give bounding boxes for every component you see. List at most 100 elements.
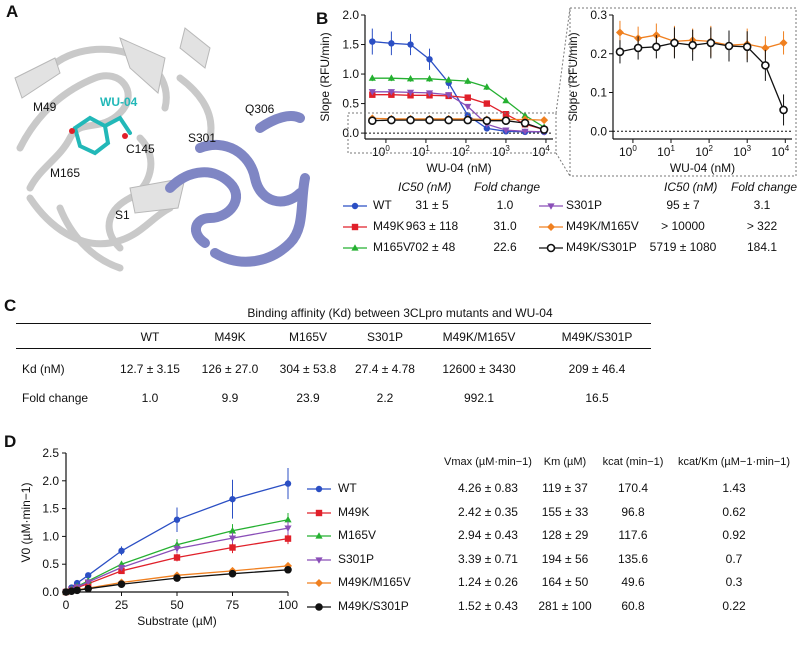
b-right-xtick-label: 104 [771,144,789,159]
b-left-point-m49k-s301p [406,115,415,125]
b-legend-fold-m49k-m165v: > 322 [746,219,778,233]
c-cell: 992.1 [463,391,495,405]
b-left-point-m49k [502,111,510,118]
d-point-m49k-s301p [73,586,81,595]
d-cell-km: 164 ± 50 [541,575,589,589]
c-col-header-wt: WT [140,330,160,344]
b-right-point-m49k-s301p [761,61,770,70]
b-left-point-m49k-s301p [425,115,434,125]
c-col-header-m165v: M165V [288,330,328,344]
d-point-m49k-s301p [284,565,292,574]
b-legend-ic50-s301p: 95 ± 7 [666,198,700,212]
d-point-wt [85,572,92,579]
d-col-header: kcat (min−1) [602,456,664,468]
b-legend-ic50-header-right: IC50 (nM) [664,180,718,194]
b-legend-ic50-m49k-m165v: > 10000 [661,219,705,233]
b-left-point-m165v [387,74,395,81]
b-right-line-m49k-s301p [619,42,785,111]
d-legend-marker-m165v [307,532,331,539]
b-right-point-m49k-s301p [779,105,788,115]
b-legend-name-m49k: M49K [373,219,405,233]
b-left-ytick-label: 1.0 [342,67,359,81]
b-left-line-m165v [372,77,545,128]
b-left-point-m49k [464,94,471,101]
d-cell-kcat: 117.6 [618,528,648,542]
residue-label-c145: C145 [126,142,155,156]
b-legend-ic50-m165v: 702 ± 48 [408,240,456,254]
b-left-point-s301p [387,89,395,96]
d-point-m49k-s301p [117,580,126,589]
b-legend-name-m49k-s301p: M49K/S301P [566,240,637,254]
d-point-m49k-s301p [173,574,181,582]
d-legend-marker-m49k-m165v [307,579,331,587]
b-left-xtick-label: 103 [492,144,510,159]
b-left-point-m49k-m165v [540,116,549,125]
d-xtick-label: 0 [63,598,70,612]
panel-label-c: C [4,296,17,315]
b-right-point-m49k-s301p [742,42,752,52]
b-left-line-m49k-m165v [372,117,545,121]
b-right-xtick-label: 103 [733,144,751,159]
b-legend-name-s301p: S301P [566,198,603,212]
d-point-m49k [284,535,292,542]
d-point-m49k-s301p [84,584,92,593]
c-cell: 209 ± 46.4 [568,362,626,376]
d-col-header: Km (µM) [543,456,587,468]
b-left-point-s301p [445,92,453,99]
d-point-m165v [228,527,237,534]
b-left-xtick-label: 101 [412,144,430,159]
b-right-point-m49k-s301p [652,42,661,52]
d-legend-marker-m49k-s301p [307,602,331,611]
d-col-header: kcat/Km (µM−1·min−1) [677,456,791,468]
b-left-point-m49k-s301p [520,118,530,128]
residue-label-q306: Q306 [245,102,275,116]
d-legend-marker-s301p [307,556,331,564]
residue-label-m49: M49 [33,100,57,114]
d-point-s301p [84,579,92,586]
b-legend-fold-header-right: Fold change [731,180,798,194]
c-col-header-m49k-s301p: M49K/S301P [561,330,633,344]
c-cell: 27.4 ± 4.78 [355,362,415,376]
d-row-name: WT [338,481,357,495]
b-legend-fold-header-left: Fold change [474,180,541,194]
d-point-s301p [284,525,292,532]
b-legend-name-m49k-m165v: M49K/M165V [566,219,639,233]
b-left-point-m49k [483,100,491,107]
c-cell: 126 ± 27.0 [201,362,259,376]
zoom-panel-frame [569,7,797,177]
d-cell-vmax: 1.24 ± 0.26 [458,575,518,589]
b-left-point-m165v [445,76,453,83]
d-row-name: M49K/M165V [338,575,411,589]
b-legend-name-m165v: M165V [373,240,412,254]
c-col-header-m49k: M49K [214,330,246,344]
d-cell-kcat: 170.4 [617,481,649,495]
b-left-point-wt [369,38,376,45]
b-right-point-m49k-s301p [670,38,679,48]
legend-marker-m165v [343,244,367,251]
d-cell-km: 281 ± 100 [538,598,592,613]
b-right-ytick-label: 0.2 [590,47,607,61]
b-left-point-m165v [464,77,472,84]
panel-label-b: B [316,9,329,28]
b-right-point-m49k-s301p [615,47,625,57]
b-legend-fold-wt: 1.0 [496,198,514,212]
d-point-m49k-s301p [62,588,70,596]
b-right-xtick-label: 102 [695,144,713,159]
d-cell-ratio: 0.92 [722,528,746,542]
d-cell-vmax: 4.26 ± 0.83 [458,481,518,495]
c-col-header-m49k-m165v: M49K/M165V [442,330,516,344]
d-cell-km: 155 ± 33 [541,504,589,519]
d-cell-km: 128 ± 29 [541,528,589,542]
b-legend-ic50-wt: 31 ± 5 [415,198,449,212]
d-cell-vmax: 2.94 ± 0.43 [458,528,518,542]
b-legend-ic50-header-left: IC50 (nM) [398,180,452,194]
c-cell: 16.5 [585,391,609,405]
c-cell: 1.0 [141,391,159,405]
c-cell: 23.9 [296,391,320,405]
b-right-xtick-label: 100 [619,144,637,159]
d-ytick-label: 0.0 [42,585,59,599]
b-left-point-m165v [483,83,491,90]
b-right-ytick-label: 0.1 [590,86,607,100]
b-left-point-wt [388,40,395,47]
b-left-xtick-label: 102 [452,144,470,159]
